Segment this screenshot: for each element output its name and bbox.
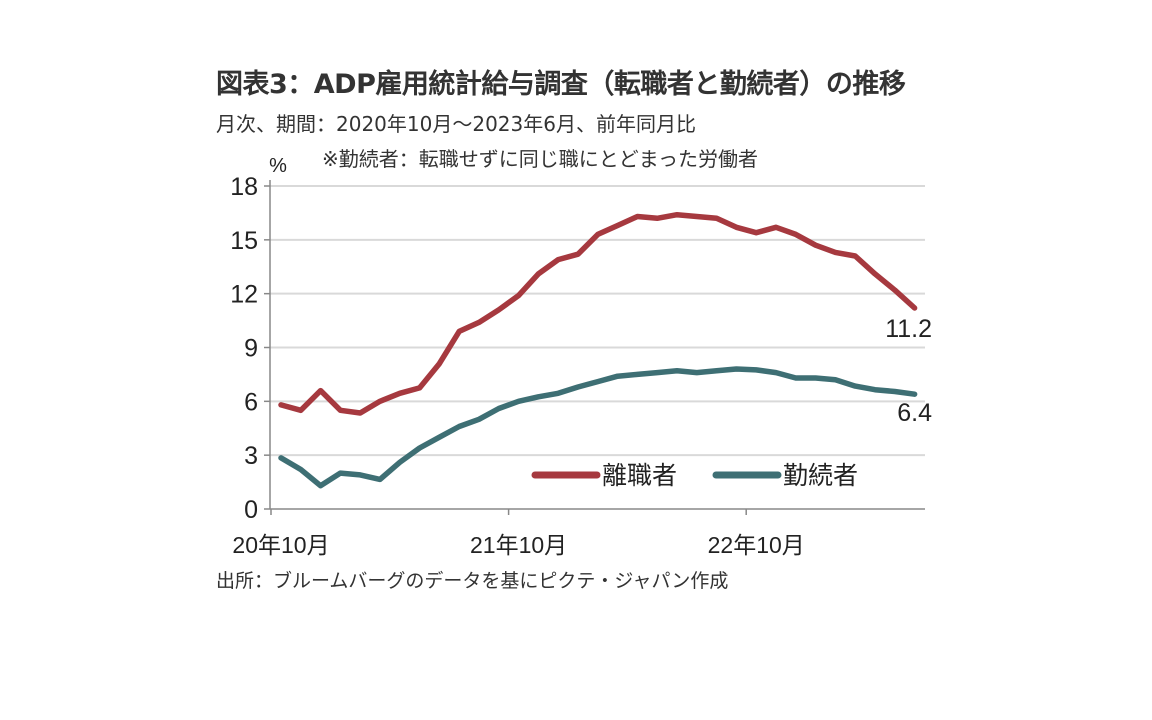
x-tick-label: 21年10月 bbox=[470, 532, 567, 558]
legend-label: 勤続者 bbox=[783, 462, 858, 490]
y-tick-label: 6 bbox=[244, 388, 258, 416]
y-tick-label: 12 bbox=[230, 281, 258, 309]
y-tick-label: 0 bbox=[244, 496, 258, 524]
y-tick-label: 18 bbox=[230, 173, 258, 201]
y-tick-label: 3 bbox=[244, 442, 258, 470]
x-tick-label: 20年10月 bbox=[232, 532, 329, 558]
chart-source: 出所：ブルームバーグのデータを基にピクテ・ジャパン作成 bbox=[216, 570, 729, 592]
x-tick-label: 22年10月 bbox=[708, 532, 805, 558]
chart-subtitle: 月次、期間：2020年10月～2023年6月、前年同月比 bbox=[216, 112, 696, 136]
chart-note: ※勤続者：転職せずに同じ職にとどまった労働者 bbox=[322, 147, 758, 171]
y-axis-unit: % bbox=[269, 155, 287, 177]
chart-title: 図表3：ADP雇用統計給与調査（転職者と勤続者）の推移 bbox=[216, 69, 906, 100]
y-tick-label: 9 bbox=[244, 335, 258, 363]
y-tick-label: 15 bbox=[230, 227, 258, 255]
end-label: 6.4 bbox=[897, 399, 932, 427]
legend-label: 離職者 bbox=[602, 462, 677, 490]
end-label: 11.2 bbox=[885, 315, 932, 343]
